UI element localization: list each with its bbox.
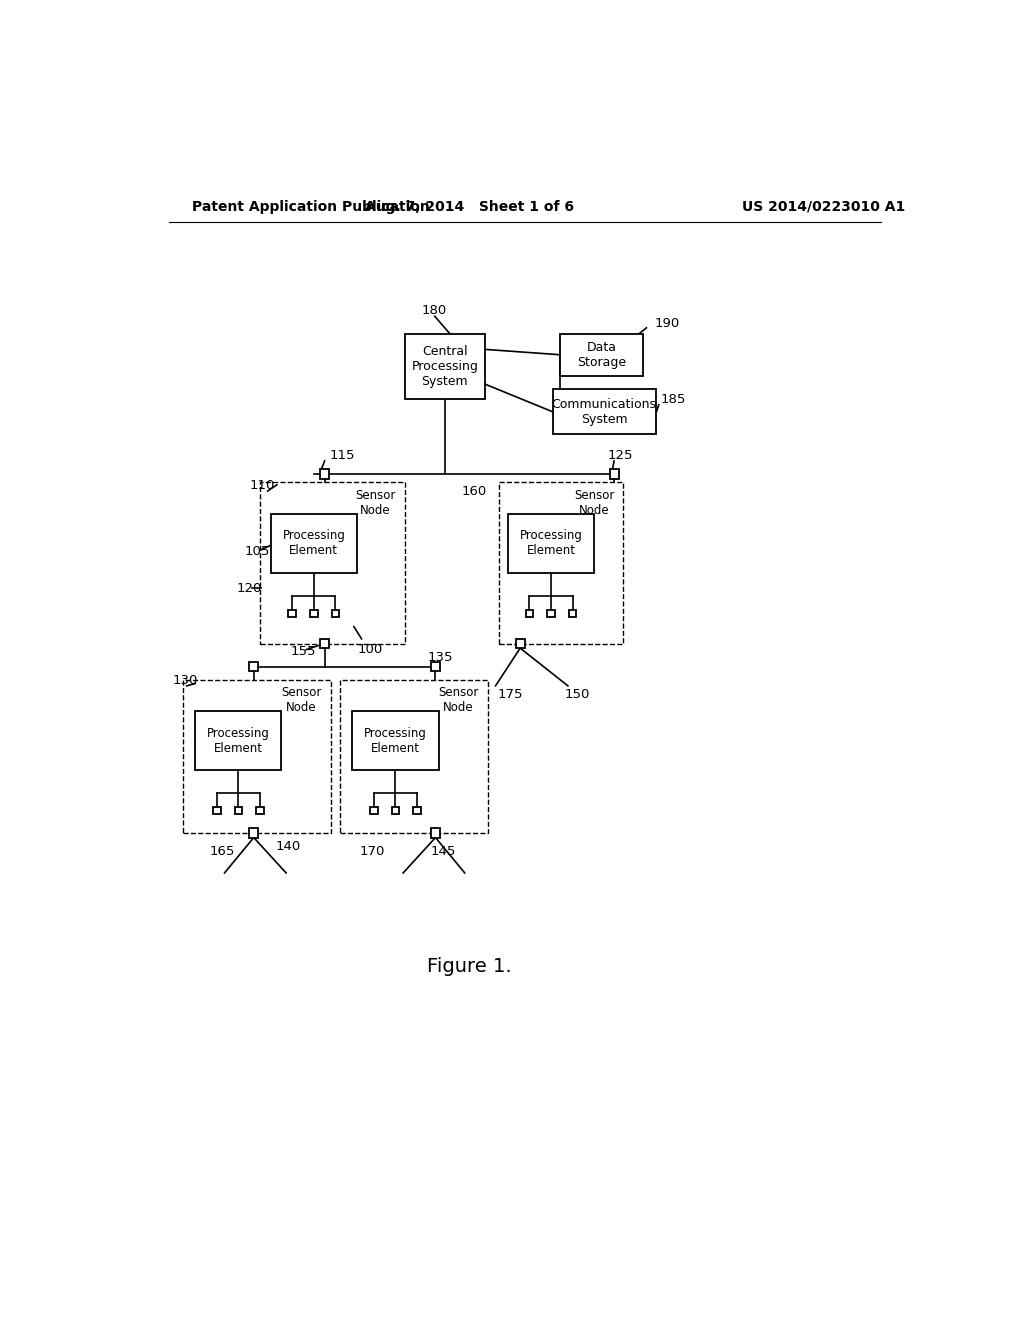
Bar: [340, 681, 487, 833]
Bar: [332, 610, 339, 618]
Bar: [553, 389, 656, 434]
Text: Communications
System: Communications System: [552, 397, 656, 426]
Text: Sensor
Node: Sensor Node: [438, 686, 479, 714]
Text: 140: 140: [275, 840, 301, 853]
Bar: [568, 610, 577, 618]
Text: Sensor
Node: Sensor Node: [282, 686, 322, 714]
Bar: [270, 515, 357, 573]
Text: 190: 190: [654, 317, 679, 330]
Bar: [609, 470, 618, 479]
Bar: [319, 470, 330, 479]
Bar: [404, 334, 484, 400]
Bar: [319, 639, 330, 648]
Text: 100: 100: [357, 643, 383, 656]
Text: Aug. 7, 2014   Sheet 1 of 6: Aug. 7, 2014 Sheet 1 of 6: [365, 199, 573, 214]
Text: 115: 115: [330, 449, 354, 462]
Bar: [547, 610, 555, 618]
Bar: [256, 807, 264, 814]
Text: Processing
Element: Processing Element: [364, 726, 427, 755]
Bar: [352, 711, 438, 770]
Text: 165: 165: [209, 845, 234, 858]
Bar: [370, 807, 378, 814]
Bar: [196, 711, 282, 770]
Bar: [499, 482, 624, 644]
Text: 105: 105: [245, 545, 270, 557]
Text: 120: 120: [237, 582, 262, 594]
Bar: [413, 807, 421, 814]
Bar: [213, 807, 220, 814]
Text: 180: 180: [422, 305, 446, 317]
Bar: [431, 663, 440, 671]
Bar: [391, 807, 399, 814]
Text: Sensor
Node: Sensor Node: [573, 490, 614, 517]
Bar: [249, 663, 258, 671]
Text: 170: 170: [360, 845, 385, 858]
Text: Data
Storage: Data Storage: [578, 341, 627, 368]
Bar: [260, 482, 404, 644]
Text: Processing
Element: Processing Element: [207, 726, 269, 755]
Text: 130: 130: [173, 675, 199, 686]
Text: Processing
Element: Processing Element: [283, 529, 345, 557]
Bar: [310, 610, 317, 618]
Text: Central
Processing
System: Central Processing System: [412, 345, 478, 388]
Text: 150: 150: [565, 688, 590, 701]
Bar: [249, 829, 258, 838]
Text: US 2014/0223010 A1: US 2014/0223010 A1: [742, 199, 905, 214]
Bar: [183, 681, 331, 833]
Text: 160: 160: [462, 484, 486, 498]
Text: Processing
Element: Processing Element: [519, 529, 583, 557]
Text: Sensor
Node: Sensor Node: [355, 490, 395, 517]
Text: Figure 1.: Figure 1.: [427, 957, 512, 977]
Text: 125: 125: [608, 449, 634, 462]
Text: 110: 110: [250, 479, 275, 492]
Bar: [508, 515, 594, 573]
Bar: [525, 610, 534, 618]
Bar: [234, 807, 243, 814]
Text: Patent Application Publication: Patent Application Publication: [193, 199, 430, 214]
Text: 135: 135: [428, 651, 454, 664]
Bar: [515, 639, 524, 648]
Text: 155: 155: [291, 644, 316, 657]
Text: 175: 175: [497, 688, 522, 701]
Bar: [560, 334, 643, 376]
Text: 145: 145: [431, 845, 457, 858]
Text: 185: 185: [660, 393, 686, 407]
Bar: [289, 610, 296, 618]
Bar: [431, 829, 440, 838]
